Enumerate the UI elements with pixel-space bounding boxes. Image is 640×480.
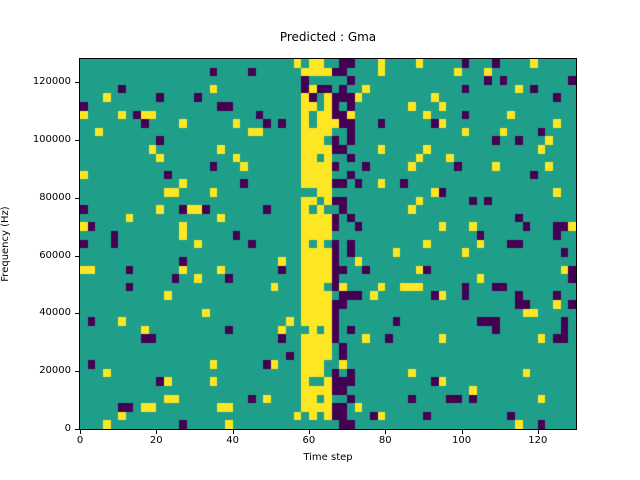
heatmap-canvas	[80, 59, 576, 429]
y-axis-label: Frequency (Hz)	[0, 206, 11, 282]
y-tick-label: 100000	[32, 133, 71, 145]
y-tick-label: 40000	[39, 307, 71, 319]
y-tick-mark	[75, 429, 79, 430]
y-tick-label: 20000	[39, 365, 71, 377]
y-tick-label: 0	[64, 423, 71, 434]
x-tick-label: 0	[76, 435, 84, 446]
x-tick-mark	[308, 430, 310, 434]
x-tick-label: 100	[451, 435, 472, 446]
y-tick-mark	[75, 371, 79, 373]
x-tick-mark	[385, 430, 387, 434]
plot-area	[79, 58, 577, 430]
y-tick-label: 60000	[39, 249, 71, 261]
x-tick-mark	[80, 430, 81, 434]
x-tick-label: 60	[302, 435, 316, 446]
y-tick-mark	[75, 139, 79, 141]
y-tick-mark	[75, 255, 79, 257]
y-tick-mark	[75, 197, 79, 199]
y-tick-label: 80000	[39, 191, 71, 203]
chart-title: Predicted : Gma	[279, 30, 377, 44]
y-tick-mark	[75, 313, 79, 315]
x-tick-mark	[461, 430, 463, 434]
y-tick-mark	[75, 82, 79, 84]
x-tick-label: 40	[226, 435, 239, 446]
x-tick-label: 80	[378, 435, 392, 446]
x-tick-mark	[156, 430, 158, 434]
x-tick-label: 120	[528, 435, 548, 446]
x-tick-label: 20	[149, 435, 163, 446]
y-tick-label: 120000	[32, 76, 71, 88]
x-tick-mark	[537, 430, 539, 434]
x-axis-label: Time step	[303, 452, 353, 463]
x-tick-mark	[232, 430, 234, 434]
